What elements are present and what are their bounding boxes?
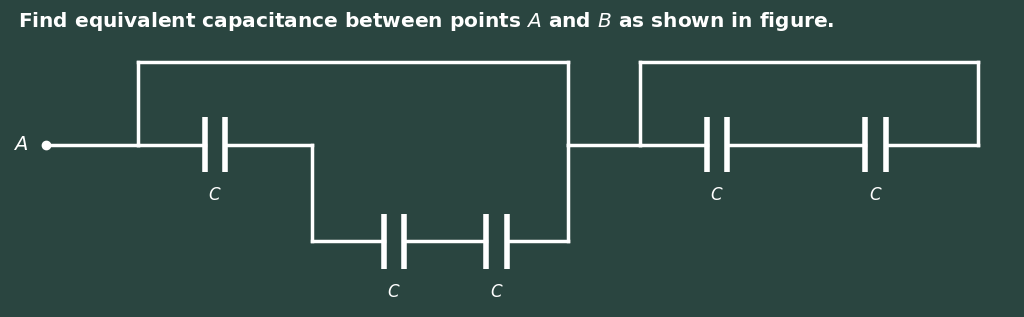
Text: $C$: $C$ (208, 186, 222, 204)
Text: $C$: $C$ (710, 186, 724, 204)
Text: $A$: $A$ (12, 135, 28, 154)
Text: Find equivalent capacitance between points $A$ and $B$ as shown in figure.: Find equivalent capacitance between poin… (18, 10, 835, 33)
Text: $C$: $C$ (387, 282, 401, 301)
Text: $C$: $C$ (868, 186, 883, 204)
Text: $C$: $C$ (489, 282, 504, 301)
